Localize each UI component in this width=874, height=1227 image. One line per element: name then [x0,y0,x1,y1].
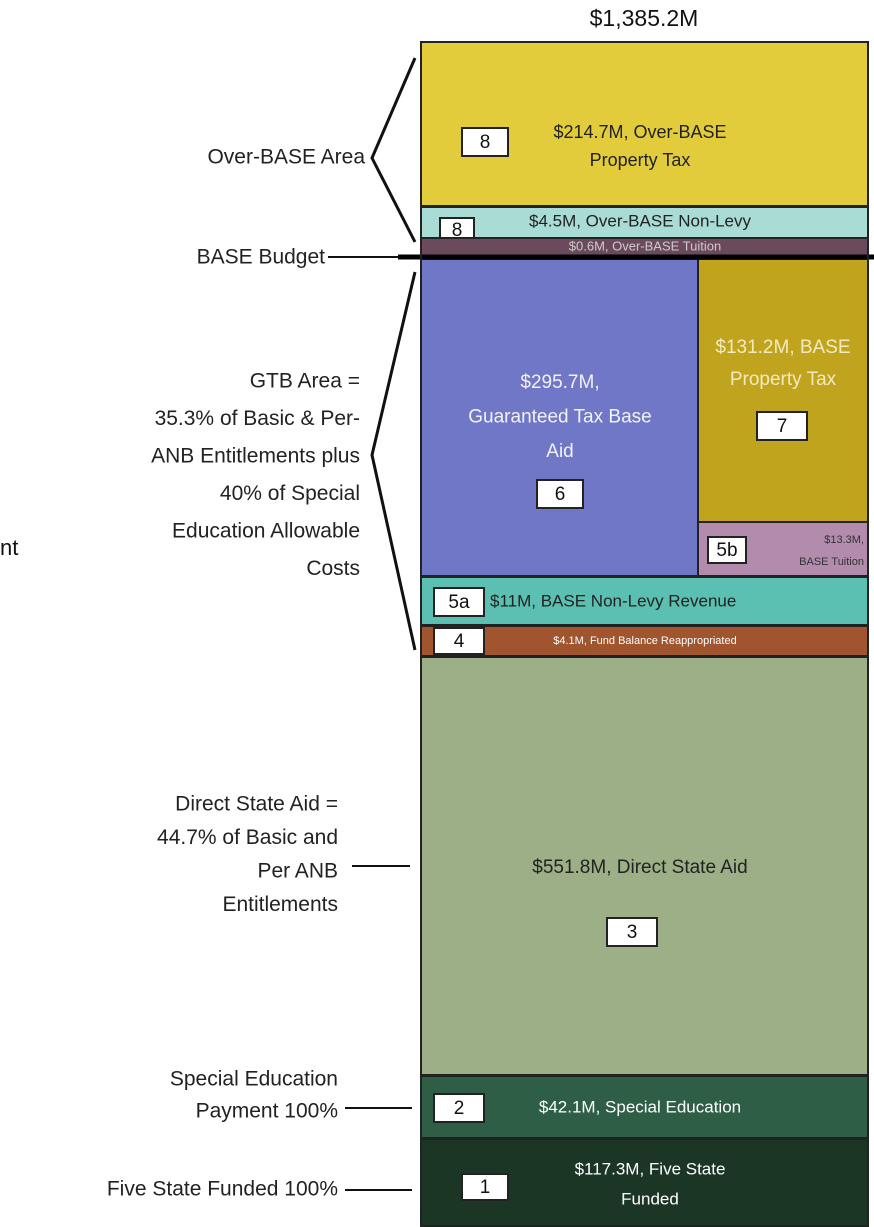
block-label: Guaranteed Tax Base [468,407,651,428]
side-label: Costs [306,557,360,580]
badge [461,127,509,157]
block-label: $4.5M, Over-BASE Non-Levy [529,211,752,230]
block [420,1075,869,1139]
badge [536,479,584,509]
block-label: $131.2M, BASE [715,337,850,358]
side-label: Education Allowable [172,520,360,543]
block [697,258,869,523]
side-label: Five State Funded 100% [107,1178,338,1201]
brackets [328,57,417,1191]
side-label: Per ANB [257,860,338,883]
block-label: $214.7M, Over-BASE [553,122,726,142]
block-label: $117.3M, Five State [575,1159,726,1178]
side-label: 44.7% of Basic and [157,826,338,849]
badge [606,917,658,947]
block-label: BASE Tuition [799,556,864,568]
block-label: $11M, BASE Non-Levy Revenue [490,591,736,610]
badge-label: 5a [448,592,470,613]
over-base-bracket [370,57,417,243]
block-label: $13.3M, [824,534,864,546]
badge-label: 4 [454,631,465,652]
badge [461,1173,509,1201]
badge [707,536,747,564]
side-label: Direct State Aid = [175,793,338,816]
badge [433,627,485,655]
block-label: $4.1M, Fund Balance Reappropriated [553,635,736,647]
badge-label: 1 [480,1177,491,1198]
block-label: Aid [546,441,573,462]
side-label: Special Education [170,1068,338,1091]
side-label: Over-BASE Area [207,146,365,169]
blocks: $214.7M, Over-BASE Property Tax 8 $4.5M, Ov… [420,41,869,1227]
badge [433,587,485,617]
side-label: Payment 100% [196,1100,338,1123]
badge-label: 3 [627,922,638,943]
block [420,206,869,239]
block-label: $295.7M, [520,372,599,393]
block [420,656,869,1076]
badge-label: 8 [452,220,463,241]
side-label: 40% of Special [220,482,360,505]
badge-label: 7 [777,416,788,437]
block-label: Funded [621,1189,679,1208]
block-label: $0.6M, Over-BASE Tuition [569,238,721,253]
total-title: $1,385.2M [590,5,699,31]
block [420,41,869,207]
badge [756,411,808,441]
block-label: Property Tax [730,369,837,390]
badge-label: 5b [716,540,737,561]
badge-label: 6 [555,484,566,505]
column-border [420,41,869,1227]
block-label: Property Tax [590,150,691,170]
gtb-bracket [370,271,417,651]
side-label: GTB Area = [250,370,360,393]
badge [433,1093,485,1123]
cut-text: nt [0,535,18,560]
side-label: Entitlements [222,893,338,916]
side-label: 35.3% of Basic & Per- [155,407,360,430]
block-label: $551.8M, Direct State Aid [532,857,747,878]
badge-label: 2 [454,1098,465,1119]
badge-label: 8 [480,132,491,153]
base-budget-label: BASE Budget [197,246,326,269]
block-label: $42.1M, Special Education [539,1097,741,1116]
side-label: ANB Entitlements plus [151,445,360,468]
